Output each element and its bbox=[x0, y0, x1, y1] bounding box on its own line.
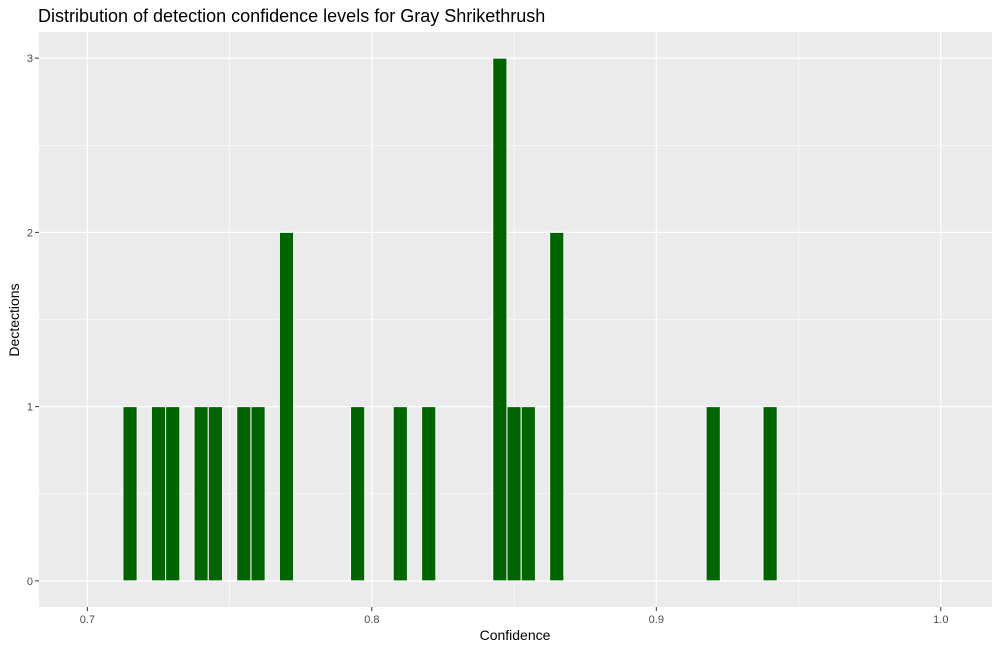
y-tick-label: 3 bbox=[27, 53, 33, 65]
histogram-bar bbox=[421, 406, 437, 582]
histogram-bar bbox=[193, 406, 209, 582]
y-tick-label: 0 bbox=[27, 576, 33, 588]
x-tick-label: 1.0 bbox=[933, 614, 948, 626]
histogram-bar bbox=[762, 406, 778, 582]
histogram-bar bbox=[122, 406, 138, 582]
x-tick-label: 0.8 bbox=[364, 614, 379, 626]
histogram-bar bbox=[705, 406, 721, 582]
y-axis-title: Dectections bbox=[6, 283, 22, 356]
histogram-bar bbox=[492, 57, 508, 582]
x-tick-label: 0.7 bbox=[80, 614, 95, 626]
bars bbox=[122, 57, 778, 582]
histogram-bar bbox=[250, 406, 266, 582]
chart-title: Distribution of detection confidence lev… bbox=[38, 6, 545, 26]
histogram-bar bbox=[549, 231, 565, 582]
histogram-bar bbox=[278, 231, 295, 582]
histogram-bar bbox=[150, 406, 167, 582]
x-axis-title: Confidence bbox=[480, 627, 551, 643]
x-axis: 0.7 0.8 0.9 1.0 bbox=[80, 607, 948, 626]
y-tick-label: 2 bbox=[27, 227, 33, 239]
histogram-bar bbox=[350, 406, 366, 582]
y-axis: 0 1 2 3 bbox=[27, 53, 39, 588]
histogram-bar bbox=[520, 406, 536, 582]
histogram-bar bbox=[165, 406, 181, 582]
x-tick-label: 0.9 bbox=[649, 614, 664, 626]
histogram-bar bbox=[236, 406, 252, 582]
histogram-bar bbox=[506, 406, 522, 582]
histogram-bar bbox=[207, 406, 223, 582]
histogram-bar bbox=[392, 406, 408, 582]
y-tick-label: 1 bbox=[27, 402, 33, 414]
